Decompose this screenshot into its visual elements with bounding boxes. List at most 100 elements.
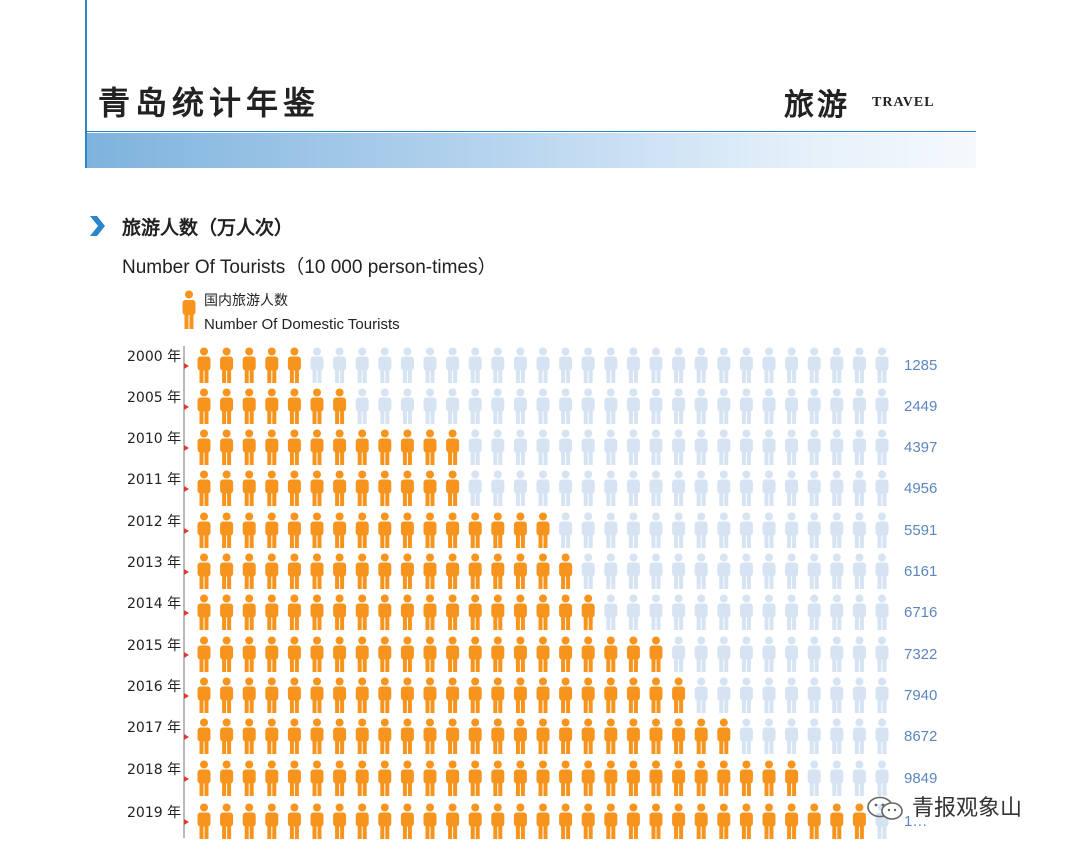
filled-person-icon [333, 553, 347, 589]
filled-person-icon [513, 718, 527, 754]
filled-person-icon [220, 718, 234, 754]
filled-person-icon [197, 594, 211, 630]
filled-person-icon [265, 470, 279, 506]
empty-person-icon [694, 512, 708, 548]
empty-person-icon [649, 388, 663, 424]
filled-person-icon [242, 512, 256, 548]
filled-person-icon [694, 803, 708, 839]
empty-person-icon [694, 470, 708, 506]
filled-person-icon [491, 636, 505, 672]
empty-person-icon [468, 470, 482, 506]
filled-person-icon [378, 470, 392, 506]
filled-person-icon [649, 760, 663, 796]
filled-person-icon [310, 760, 324, 796]
filled-person-icon [423, 470, 437, 506]
filled-person-icon [604, 636, 618, 672]
filled-person-icon [626, 636, 640, 672]
category-label: 2000 年 [127, 349, 181, 365]
category-label: 2013 年 [127, 555, 181, 571]
filled-person-icon [581, 636, 595, 672]
filled-person-icon [762, 803, 776, 839]
legend-label-en: Number Of Domestic Tourists [204, 316, 400, 333]
empty-person-icon [852, 760, 866, 796]
empty-person-icon [626, 512, 640, 548]
filled-person-icon [400, 512, 414, 548]
filled-person-icon [536, 636, 550, 672]
empty-person-icon [559, 388, 573, 424]
filled-person-icon [491, 803, 505, 839]
empty-person-icon [491, 347, 505, 383]
empty-person-icon [604, 347, 618, 383]
empty-person-icon [807, 347, 821, 383]
filled-person-icon [513, 803, 527, 839]
filled-person-icon [265, 803, 279, 839]
empty-person-icon [785, 553, 799, 589]
filled-person-icon [220, 594, 234, 630]
filled-person-icon [423, 803, 437, 839]
empty-person-icon [852, 470, 866, 506]
filled-person-icon [604, 677, 618, 713]
filled-person-icon [785, 760, 799, 796]
filled-person-icon [355, 760, 369, 796]
empty-person-icon [446, 388, 460, 424]
filled-person-icon [468, 636, 482, 672]
filled-person-icon [242, 718, 256, 754]
empty-person-icon [875, 718, 889, 754]
filled-person-icon [220, 512, 234, 548]
empty-person-icon [446, 347, 460, 383]
filled-person-icon [581, 718, 595, 754]
header-vertical-rule [85, 0, 87, 168]
value-label: 4397 [904, 439, 937, 456]
filled-person-icon [378, 429, 392, 465]
value-label: 2449 [904, 398, 937, 415]
row-marker [184, 445, 189, 451]
filled-person-icon [265, 636, 279, 672]
filled-person-icon [400, 429, 414, 465]
value-label: 4956 [904, 480, 937, 497]
empty-person-icon [807, 760, 821, 796]
filled-person-icon [333, 470, 347, 506]
filled-person-icon [400, 803, 414, 839]
row-marker [184, 569, 189, 575]
filled-person-icon [581, 677, 595, 713]
empty-person-icon [717, 636, 731, 672]
empty-person-icon [491, 470, 505, 506]
filled-person-icon [536, 803, 550, 839]
filled-person-icon [378, 760, 392, 796]
filled-person-icon [220, 347, 234, 383]
filled-person-icon [333, 429, 347, 465]
empty-person-icon [739, 470, 753, 506]
filled-person-icon [400, 677, 414, 713]
empty-person-icon [581, 553, 595, 589]
empty-person-icon [830, 594, 844, 630]
empty-person-icon [762, 553, 776, 589]
empty-person-icon [400, 388, 414, 424]
empty-person-icon [717, 347, 731, 383]
filled-person-icon [287, 803, 301, 839]
empty-person-icon [762, 429, 776, 465]
filled-person-icon [649, 803, 663, 839]
filled-person-icon [604, 760, 618, 796]
filled-person-icon [265, 553, 279, 589]
empty-person-icon [830, 553, 844, 589]
filled-person-icon [400, 636, 414, 672]
filled-person-icon [559, 760, 573, 796]
empty-person-icon [604, 512, 618, 548]
empty-person-icon [604, 470, 618, 506]
empty-person-icon [762, 677, 776, 713]
value-label: 7322 [904, 646, 937, 663]
empty-person-icon [717, 429, 731, 465]
empty-person-icon [310, 347, 324, 383]
filled-person-icon [446, 636, 460, 672]
empty-person-icon [581, 429, 595, 465]
filled-person-icon [333, 718, 347, 754]
category-label: 2014 年 [127, 596, 181, 612]
row-marker [184, 693, 189, 699]
row-marker [184, 363, 189, 369]
filled-person-icon [446, 594, 460, 630]
empty-person-icon [875, 388, 889, 424]
empty-person-icon [536, 347, 550, 383]
filled-person-icon [355, 470, 369, 506]
filled-person-icon [310, 553, 324, 589]
filled-person-icon [310, 429, 324, 465]
